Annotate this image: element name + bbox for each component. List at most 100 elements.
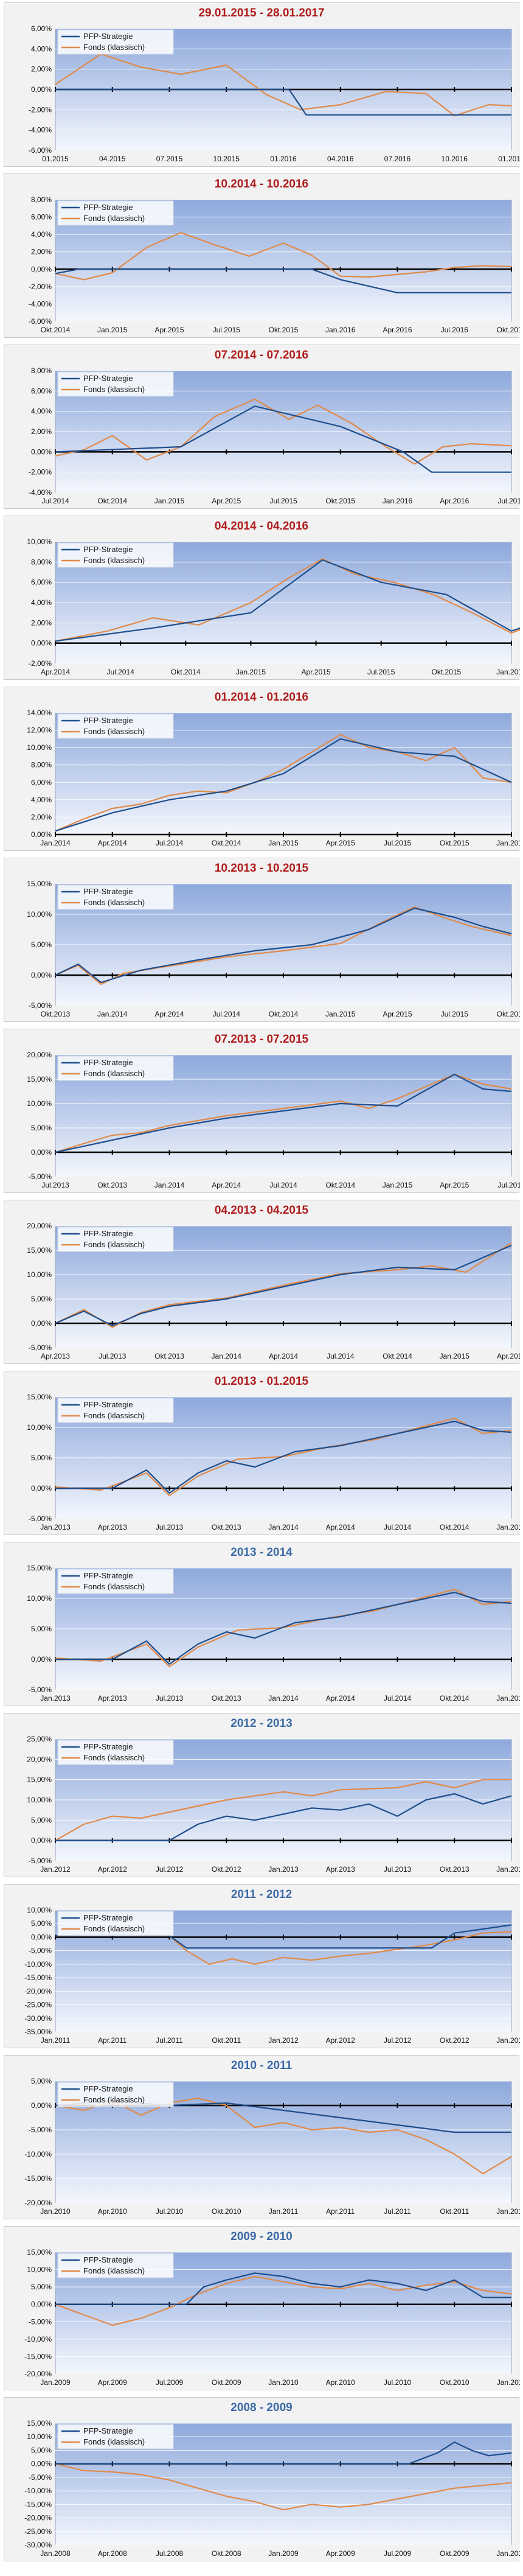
y-tick-label: 8,00% — [31, 761, 52, 769]
y-tick-label: 15,00% — [27, 1564, 52, 1572]
legend: PFP-Strategie Fonds (klassisch) — [57, 29, 174, 55]
chart-panel: 2009 - 2010 15,00% 10,00% 5,00% 0,00% -5,00% -… — [4, 2226, 520, 2390]
x-tick-label: Apr.2013 — [98, 1523, 127, 1531]
x-tick-label: Okt.2013 — [440, 1865, 469, 1874]
y-tick-label: -5,00% — [29, 2317, 52, 2326]
legend-label: Fonds (klassisch) — [83, 898, 145, 907]
x-tick-label: Apr.2010 — [326, 2378, 355, 2387]
chart-panel: 01.2013 - 01.2015 15,00% 10,00% 5,00% 0,00% -… — [4, 1371, 520, 1535]
y-tick-label: -30,00% — [24, 2541, 52, 2549]
y-tick-label: 4,00% — [31, 796, 52, 804]
x-tick-label: Jan.2012 — [496, 2207, 520, 2216]
y-tick-label: -5,00% — [29, 1172, 52, 1181]
chart-title: 29.01.2015 - 28.01.2017 — [198, 7, 325, 19]
x-tick-label: Jul.2014 — [384, 1523, 412, 1531]
x-tick-label: Apr.2008 — [98, 2549, 127, 2558]
chart-title: 01.2013 - 01.2015 — [214, 1375, 309, 1388]
y-tick-label: 0,00% — [31, 1655, 52, 1664]
y-tick-label: 0,00% — [31, 2460, 52, 2468]
x-tick-label: 07.2016 — [384, 155, 411, 163]
legend-label: PFP-Strategie — [83, 545, 133, 554]
legend-box — [57, 1055, 174, 1081]
legend-label: Fonds (klassisch) — [83, 2095, 145, 2104]
x-tick-label: Jul.2015 — [384, 839, 412, 847]
line-chart: 20,00%15,00%10,00%5,00%0,00%-5,00%Apr.20… — [27, 1222, 520, 1360]
chart-panel: 10.2014 - 10.2016 8,00% 6,00% 4,00% 2,00% 0,0… — [4, 173, 520, 338]
x-tick-label: Apr.2014 — [326, 1523, 355, 1531]
chart-title: 2009 - 2010 — [230, 2230, 293, 2243]
y-tick-label: 0,00% — [31, 1148, 52, 1157]
y-tick-label: -20,00% — [24, 1987, 52, 1995]
series-line-fonds-klassisch — [55, 733, 512, 832]
chart-panel: 2013 - 2014 15,00% 10,00% 5,00% 0,00% -5,00% J… — [4, 1542, 520, 1706]
x-tick-label: Okt.2013 — [41, 1010, 71, 1018]
x-tick-label: Apr.2013 — [326, 1865, 355, 1874]
y-tick-label: -10,00% — [24, 2487, 52, 2495]
x-tick-label: Jan.2016 — [325, 326, 356, 334]
x-tick-label: Jul.2008 — [156, 2549, 184, 2558]
y-tick-label: 2,00% — [31, 813, 52, 821]
series-line-pfp-strategie — [55, 1420, 512, 1494]
line-chart: 15,00% 10,00% 5,00% 0,00% -5,00%Okt.2013 Jan.… — [27, 880, 520, 1018]
x-tick-label: Apr.2014 — [41, 668, 70, 676]
y-tick-label: 15,00% — [27, 1246, 52, 1255]
y-tick-label: 5,00% — [31, 1919, 52, 1928]
x-tick-label: Okt.2015 — [440, 839, 469, 847]
x-tick-label: Jul.2012 — [384, 2036, 412, 2045]
x-tick-label: Jul.2016 — [497, 497, 520, 505]
chart-panel: 29.01.2015 - 28.01.2017 6,00% 4,00% 2,00% 0,… — [4, 2, 520, 167]
series-line-pfp-strategie — [55, 405, 511, 473]
chart-panel: 2010 - 2011 5,00% 0,00% -5,00% -10,00% -15,00… — [4, 2055, 520, 2219]
x-tick-label: Apr.2014 — [154, 1010, 184, 1018]
y-tick-label: -15,00% — [24, 2174, 52, 2183]
legend-label: Fonds (klassisch) — [83, 1240, 145, 1249]
line-chart: 5,00%0,00%-5,00%-10,00%-15,00%-20,00%Jan… — [24, 2077, 520, 2216]
chart-title: 10.2013 - 10.2015 — [214, 862, 309, 875]
y-tick-label: -5,00% — [29, 1947, 52, 1955]
y-tick-label: 6,00% — [31, 24, 52, 33]
x-tick-label: Jan.2009 — [268, 2549, 299, 2558]
x-tick-label: Apr.2009 — [326, 2549, 355, 2558]
x-tick-label: Jul.2013 — [156, 1694, 184, 1703]
y-tick-label: -5,00% — [29, 2126, 52, 2134]
legend-label: PFP-Strategie — [83, 887, 133, 896]
x-tick-label: Jan.2014 — [40, 839, 71, 847]
series-line-pfp-strategie — [55, 268, 511, 293]
y-tick-label: 10,00% — [27, 537, 52, 546]
x-tick-label: Jan.2014 — [496, 1865, 520, 1874]
legend-box — [57, 371, 174, 397]
y-tick-label: 5,00% — [31, 1816, 52, 1824]
x-tick-label: Jan.2011 — [497, 2378, 520, 2387]
line-chart: 10,00%8,00%6,00%4,00%2,00%0,00%-2,00%Apr… — [27, 537, 520, 676]
x-tick-label: Apr.2015 — [302, 668, 331, 676]
x-tick-label: Apr.2014 — [326, 1694, 355, 1703]
y-tick-label: 10,00% — [27, 1270, 52, 1279]
y-tick-label: -25,00% — [24, 2527, 52, 2536]
x-tick-label: 10.2016 — [442, 155, 468, 163]
chart-panel: 07.2013 - 07.2015 20,00% 15,00% 10,00% 5,00%… — [4, 1029, 520, 1193]
x-tick-label: Okt.2014 — [171, 668, 201, 676]
y-tick-label: 10,00% — [27, 910, 52, 919]
y-tick-label: 4,00% — [31, 598, 52, 607]
x-tick-label: Jan.2012 — [40, 1865, 71, 1874]
x-tick-label: Apr.2015 — [497, 1352, 520, 1360]
x-tick-label: Okt.2014 — [440, 1523, 469, 1531]
y-tick-label: 20,00% — [27, 1755, 52, 1763]
y-tick-label: 15,00% — [27, 1393, 52, 1401]
legend-label: PFP-Strategie — [83, 1229, 133, 1238]
y-tick-label: 0,00% — [31, 1319, 52, 1328]
x-tick-label: Jan.2013 — [40, 1523, 71, 1531]
x-tick-label: Jul.2010 — [384, 2378, 412, 2387]
series-line-fonds-klassisch — [55, 232, 512, 281]
y-tick-label: 20,00% — [27, 1222, 52, 1230]
x-tick-label: Okt.2013 — [212, 1523, 241, 1531]
x-tick-label: Apr.2011 — [326, 2207, 355, 2216]
legend-label: Fonds (klassisch) — [83, 214, 145, 223]
x-tick-label: Jul.2013 — [99, 1352, 126, 1360]
x-tick-label: Jan.2010 — [496, 2549, 520, 2558]
y-tick-label: -35,00% — [24, 2028, 52, 2036]
y-tick-label: 2,00% — [31, 65, 52, 74]
x-tick-label: Jul.2013 — [41, 1181, 69, 1189]
x-tick-label: Jan.2015 — [440, 1352, 470, 1360]
